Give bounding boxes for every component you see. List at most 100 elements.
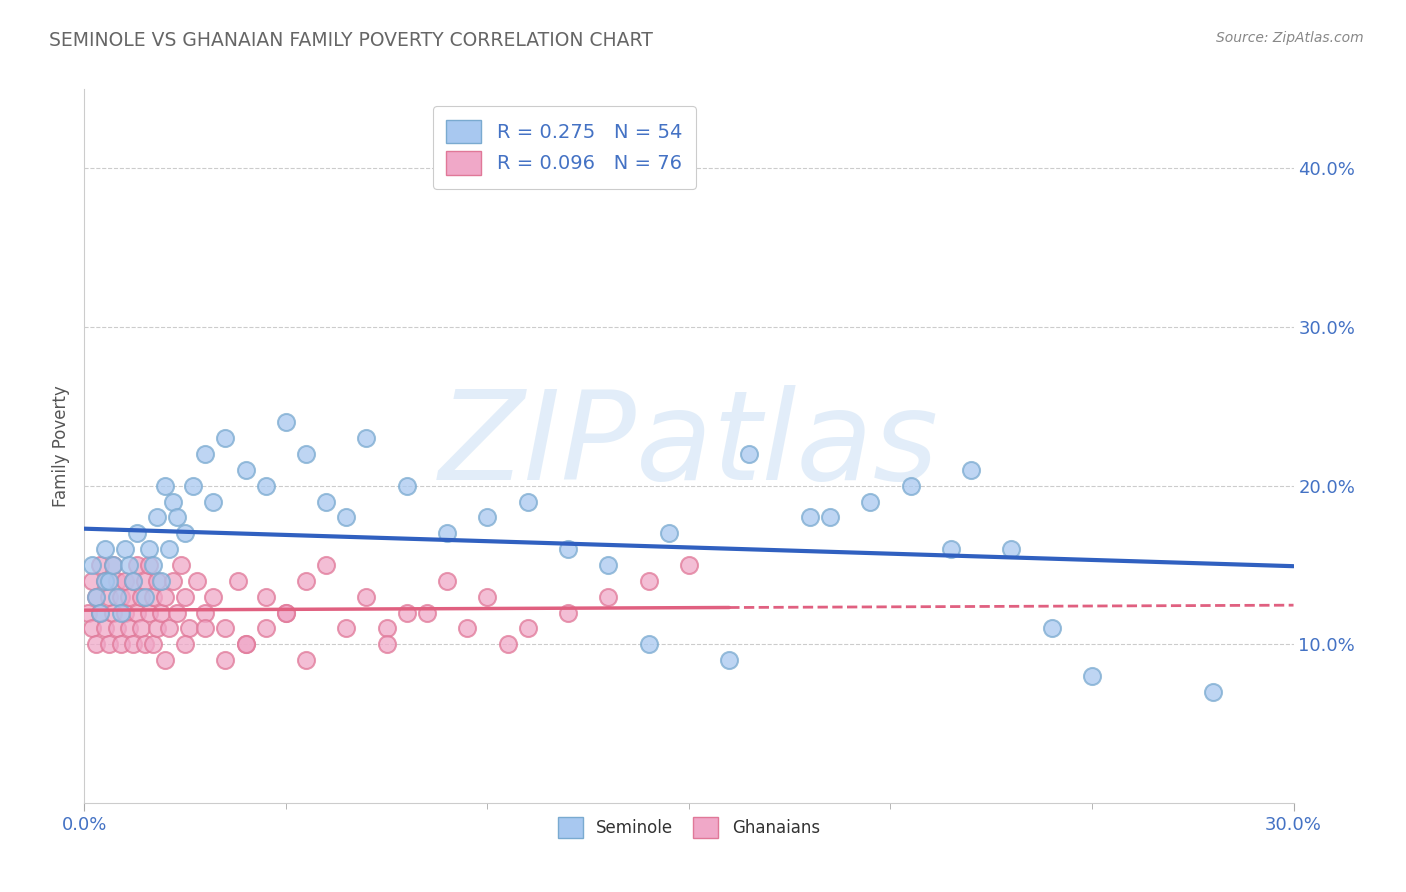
Point bbox=[557, 606, 579, 620]
Text: Source: ZipAtlas.com: Source: ZipAtlas.com bbox=[1216, 31, 1364, 45]
Point bbox=[194, 447, 217, 461]
Point bbox=[395, 606, 418, 620]
Point bbox=[179, 621, 201, 635]
Point bbox=[166, 510, 188, 524]
Point bbox=[118, 590, 141, 604]
Point bbox=[101, 558, 124, 572]
Point bbox=[637, 574, 659, 588]
Point bbox=[170, 558, 193, 572]
Point bbox=[89, 606, 111, 620]
Point bbox=[295, 653, 318, 667]
Point bbox=[125, 606, 148, 620]
Point bbox=[174, 526, 197, 541]
Point bbox=[118, 621, 141, 635]
Point bbox=[86, 637, 108, 651]
Point bbox=[202, 590, 225, 604]
Point bbox=[174, 637, 197, 651]
Point bbox=[477, 590, 499, 604]
Point bbox=[93, 574, 115, 588]
Point bbox=[274, 606, 297, 620]
Point bbox=[134, 574, 156, 588]
Point bbox=[142, 558, 165, 572]
Point bbox=[254, 590, 277, 604]
Point bbox=[157, 542, 180, 557]
Point bbox=[274, 606, 297, 620]
Point bbox=[129, 621, 152, 635]
Point bbox=[82, 574, 104, 588]
Point bbox=[939, 542, 962, 557]
Point bbox=[375, 621, 398, 635]
Point bbox=[93, 574, 115, 588]
Point bbox=[194, 621, 217, 635]
Point bbox=[162, 574, 184, 588]
Point bbox=[93, 621, 115, 635]
Point bbox=[114, 606, 136, 620]
Point bbox=[315, 558, 337, 572]
Point bbox=[214, 621, 236, 635]
Point bbox=[799, 510, 821, 524]
Point bbox=[86, 590, 108, 604]
Point bbox=[142, 637, 165, 651]
Point bbox=[114, 542, 136, 557]
Point bbox=[138, 606, 160, 620]
Point bbox=[1000, 542, 1022, 557]
Point bbox=[637, 637, 659, 651]
Point bbox=[114, 574, 136, 588]
Point bbox=[153, 590, 176, 604]
Point bbox=[658, 526, 681, 541]
Point bbox=[496, 637, 519, 651]
Point bbox=[557, 542, 579, 557]
Point bbox=[101, 558, 124, 572]
Point bbox=[254, 621, 277, 635]
Point bbox=[818, 510, 841, 524]
Point bbox=[375, 637, 398, 651]
Point bbox=[110, 590, 132, 604]
Point bbox=[146, 574, 169, 588]
Point bbox=[77, 606, 100, 620]
Point bbox=[105, 574, 128, 588]
Point bbox=[202, 494, 225, 508]
Point bbox=[82, 621, 104, 635]
Point bbox=[86, 590, 108, 604]
Point bbox=[110, 606, 132, 620]
Point bbox=[118, 558, 141, 572]
Point bbox=[97, 590, 120, 604]
Point bbox=[125, 526, 148, 541]
Point bbox=[678, 558, 700, 572]
Point bbox=[900, 478, 922, 492]
Point bbox=[101, 606, 124, 620]
Point bbox=[110, 637, 132, 651]
Point bbox=[138, 542, 160, 557]
Point bbox=[121, 637, 143, 651]
Point bbox=[153, 478, 176, 492]
Point bbox=[1202, 685, 1225, 699]
Point bbox=[105, 621, 128, 635]
Point bbox=[214, 653, 236, 667]
Point bbox=[335, 621, 357, 635]
Point bbox=[214, 431, 236, 445]
Point bbox=[416, 606, 439, 620]
Legend: Seminole, Ghanaians: Seminole, Ghanaians bbox=[551, 811, 827, 845]
Point bbox=[149, 606, 172, 620]
Point bbox=[166, 606, 188, 620]
Point bbox=[146, 510, 169, 524]
Point bbox=[82, 558, 104, 572]
Point bbox=[186, 574, 208, 588]
Point bbox=[356, 431, 378, 445]
Point bbox=[295, 574, 318, 588]
Point bbox=[129, 590, 152, 604]
Point bbox=[335, 510, 357, 524]
Point bbox=[226, 574, 249, 588]
Point bbox=[235, 637, 257, 651]
Point bbox=[138, 558, 160, 572]
Point bbox=[142, 590, 165, 604]
Point bbox=[718, 653, 741, 667]
Point bbox=[516, 621, 538, 635]
Point bbox=[295, 447, 318, 461]
Point bbox=[97, 574, 120, 588]
Point bbox=[153, 653, 176, 667]
Point bbox=[436, 574, 458, 588]
Point bbox=[395, 478, 418, 492]
Point bbox=[274, 415, 297, 429]
Point bbox=[89, 606, 111, 620]
